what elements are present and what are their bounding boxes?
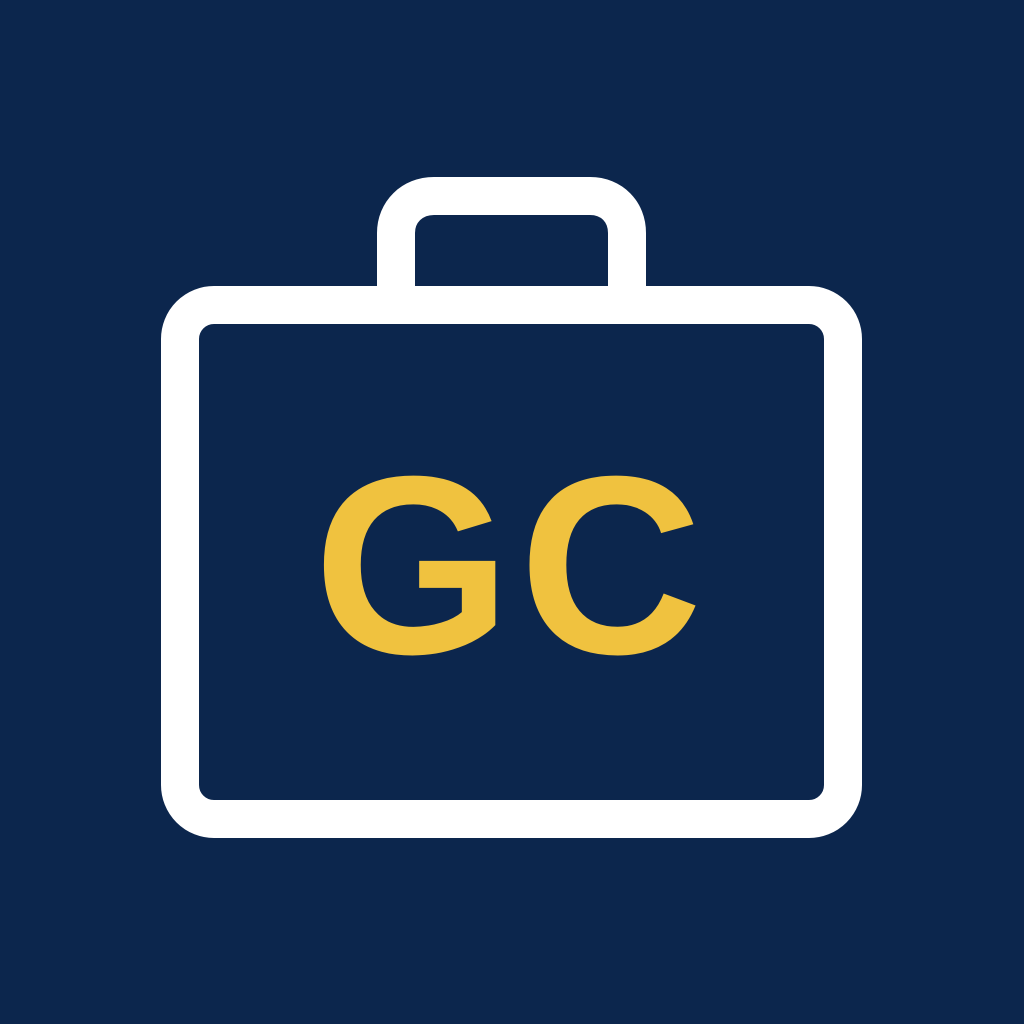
briefcase-body bbox=[161, 286, 862, 838]
monogram-text: GC bbox=[314, 423, 711, 707]
briefcase-handle bbox=[377, 177, 646, 288]
